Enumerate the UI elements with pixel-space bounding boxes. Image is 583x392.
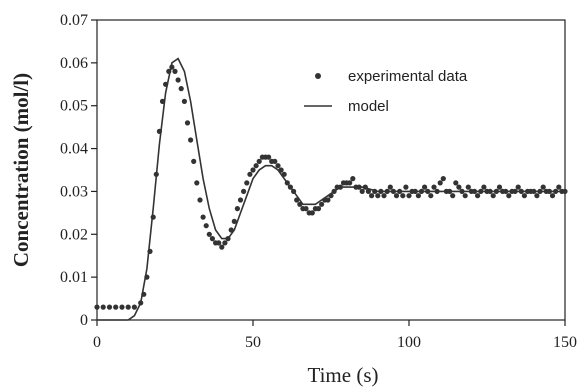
data-point	[462, 193, 468, 199]
x-tick-label: 100	[397, 334, 421, 351]
y-tick-label: 0.04	[60, 141, 88, 158]
data-point	[175, 77, 181, 83]
data-point	[475, 193, 481, 199]
y-axis-title: Concentration (mol/l)	[9, 73, 33, 267]
y-tick-label: 0.06	[60, 55, 88, 72]
x-tick-label: 150	[553, 334, 577, 351]
data-point	[194, 180, 200, 186]
data-point	[113, 304, 119, 310]
data-point	[403, 184, 409, 190]
data-point	[359, 188, 365, 194]
data-point	[197, 197, 203, 203]
data-point	[481, 184, 487, 190]
data-point	[216, 240, 222, 246]
data-point	[100, 304, 106, 310]
data-point	[450, 193, 456, 199]
legend-marker-experimental	[315, 73, 321, 79]
data-point	[534, 193, 540, 199]
y-tick-label: 0.05	[60, 98, 88, 115]
data-point	[234, 206, 240, 212]
data-point	[556, 184, 562, 190]
data-point	[325, 197, 331, 203]
data-point	[94, 304, 100, 310]
data-point	[406, 193, 412, 199]
data-point	[219, 244, 225, 250]
data-point	[222, 240, 228, 246]
data-point	[309, 210, 315, 216]
data-point	[125, 304, 131, 310]
legend-label-model: model	[348, 98, 389, 115]
data-point	[431, 184, 437, 190]
data-point	[272, 158, 278, 164]
data-point	[381, 193, 387, 199]
data-point	[178, 86, 184, 92]
data-point	[387, 184, 393, 190]
data-point	[440, 176, 446, 182]
data-point	[237, 197, 244, 203]
data-point	[172, 68, 178, 74]
data-point	[456, 184, 462, 190]
data-point	[247, 171, 253, 177]
data-point	[181, 98, 187, 104]
y-tick-label: 0	[80, 312, 88, 329]
data-point	[231, 218, 237, 224]
data-point	[350, 176, 356, 182]
data-point	[375, 193, 381, 199]
data-point	[400, 193, 406, 199]
data-point	[515, 184, 521, 190]
data-point	[188, 137, 194, 143]
data-point	[275, 163, 281, 169]
data-point	[422, 184, 428, 190]
data-point	[369, 193, 375, 199]
legend-label-experimental: experimental data	[348, 68, 468, 85]
data-point	[119, 304, 125, 310]
data-point	[506, 193, 512, 199]
data-point	[244, 180, 250, 186]
x-axis-title: Time (s)	[308, 363, 379, 387]
y-tick-label: 0.07	[60, 12, 88, 29]
data-point	[253, 163, 259, 169]
data-point	[184, 120, 191, 126]
data-point	[549, 193, 556, 199]
data-point	[415, 193, 421, 199]
y-tick-label: 0.03	[60, 183, 88, 200]
y-tick-label: 0.01	[60, 269, 88, 286]
data-point	[365, 188, 371, 194]
data-point	[266, 154, 272, 160]
data-point	[347, 180, 353, 186]
data-point	[453, 180, 459, 186]
data-point	[303, 206, 309, 212]
data-point	[393, 193, 400, 199]
y-tick-label: 0.02	[60, 226, 88, 243]
data-point	[209, 236, 215, 242]
data-point	[203, 223, 209, 229]
data-point	[241, 188, 247, 194]
data-point	[319, 201, 325, 207]
x-tick-label: 0	[93, 334, 101, 351]
model-line	[97, 57, 565, 321]
data-point	[496, 184, 503, 190]
data-point	[250, 167, 256, 173]
data-point	[540, 184, 546, 190]
data-point	[521, 193, 528, 199]
data-point	[428, 193, 434, 199]
data-point	[256, 158, 262, 164]
data-point	[465, 184, 471, 190]
data-point	[315, 206, 322, 212]
data-point	[191, 158, 197, 164]
data-point	[131, 304, 137, 310]
x-tick-label: 50	[245, 334, 261, 351]
data-point	[206, 231, 212, 237]
data-point	[437, 180, 443, 186]
data-point	[490, 193, 496, 199]
plot-frame	[96, 19, 566, 321]
data-point	[200, 214, 206, 220]
data-point	[106, 304, 113, 310]
